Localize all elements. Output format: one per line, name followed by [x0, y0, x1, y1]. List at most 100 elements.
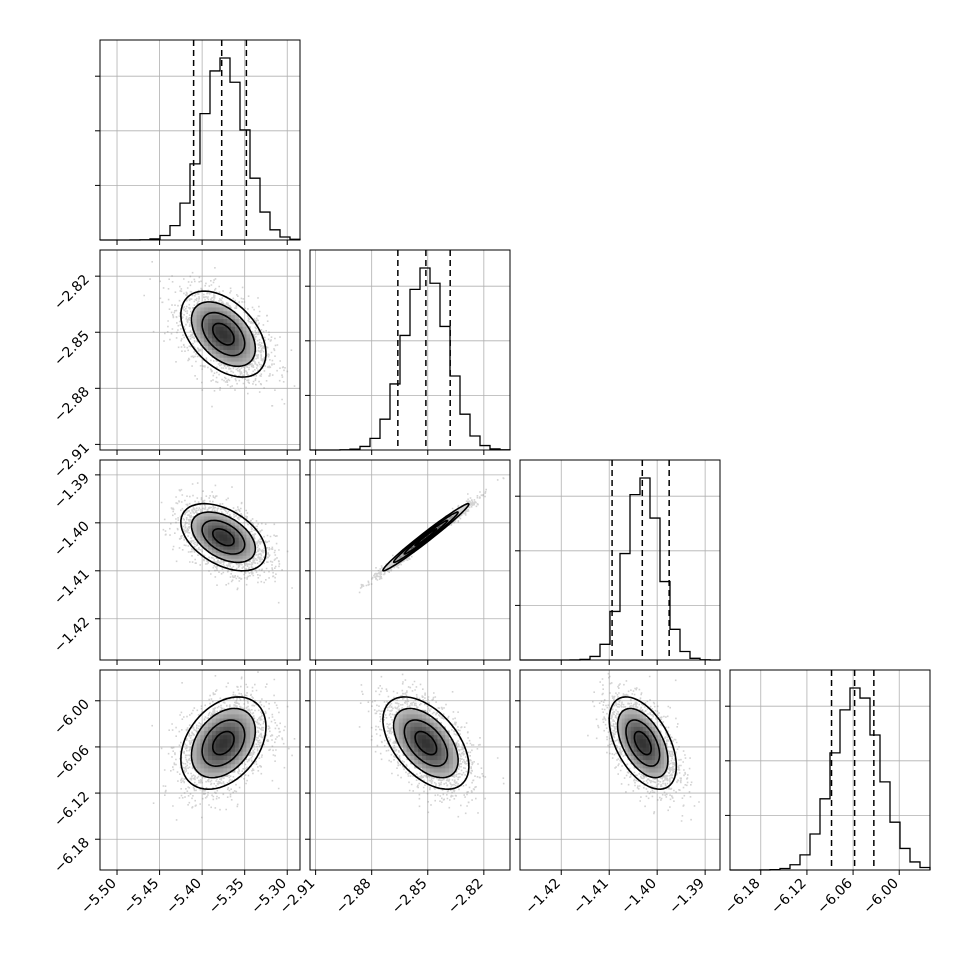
density-layer [358, 670, 505, 818]
density-cell [449, 763, 454, 769]
density-cell [192, 519, 197, 523]
density-cell [204, 307, 209, 312]
density-cell [208, 314, 213, 320]
density-cell [219, 357, 224, 362]
density-cell [234, 555, 240, 559]
density-cell [648, 759, 653, 765]
density-cell [246, 337, 251, 343]
density-cell [219, 310, 224, 316]
density-cell [238, 353, 243, 358]
density-cell [219, 337, 224, 343]
density-cell [648, 738, 653, 744]
density-cell [200, 330, 205, 335]
density-cell [657, 743, 662, 748]
density-cell [223, 738, 228, 744]
density-cell [246, 747, 251, 752]
density-cell [223, 743, 228, 748]
density-cell [250, 549, 255, 553]
density-cell [663, 747, 668, 752]
density-cell [204, 540, 209, 544]
density-cell [639, 751, 644, 756]
density-cell [657, 759, 662, 765]
density-cell [651, 751, 656, 756]
y-tick-label: −1.40 [51, 518, 93, 560]
density-cell [227, 540, 232, 544]
density-cell [630, 714, 635, 719]
density-cell [422, 722, 427, 727]
density-cell [250, 734, 255, 740]
density-cell [196, 519, 201, 523]
density-cell [242, 334, 247, 339]
density-cell [642, 759, 647, 765]
density-cell [422, 537, 427, 541]
density-cell [429, 747, 435, 752]
density-cell [219, 759, 224, 765]
density-cell [231, 361, 236, 366]
density-cell [211, 349, 217, 354]
density-cell [660, 738, 665, 744]
density-cell [227, 519, 232, 523]
density-cell [219, 353, 224, 358]
density-cell [204, 531, 209, 535]
density-cell [425, 726, 431, 732]
density-cell [211, 334, 217, 339]
density-cell [633, 726, 638, 732]
density-cell [192, 755, 197, 761]
density-cell [246, 349, 251, 354]
density-cell [627, 718, 632, 723]
density-cell [246, 546, 251, 550]
contour-line [180, 696, 267, 791]
density-cell [234, 537, 240, 541]
panel-frame [729, 669, 931, 871]
density-cell [204, 755, 209, 761]
density-cell [204, 534, 209, 538]
density-cell [208, 759, 213, 765]
density-cell [410, 726, 415, 732]
density-cell [636, 759, 641, 765]
density-cell [219, 747, 224, 752]
density-cell [394, 718, 400, 723]
density-cell [211, 353, 217, 358]
density-cell [645, 772, 650, 777]
density-cell [414, 709, 419, 715]
density-cell [246, 537, 251, 541]
density-cell [234, 722, 240, 727]
density-cell [398, 730, 404, 736]
density-cell [414, 714, 419, 719]
density-cell [238, 734, 243, 740]
density-cell [234, 361, 240, 366]
y-tick-label: −1.41 [51, 566, 93, 608]
density-cell [663, 751, 668, 756]
density-cell [441, 763, 446, 769]
density-cell [196, 516, 201, 520]
density-cell [238, 751, 243, 756]
density-cell [211, 303, 217, 308]
density-cell [234, 330, 240, 335]
density-cell [246, 345, 251, 350]
density-cell [204, 726, 209, 732]
density-cell [425, 755, 431, 761]
histogram-bars [310, 267, 511, 451]
density-cell [215, 738, 220, 744]
density-cell [648, 722, 653, 727]
density-cell [227, 709, 232, 715]
density-cell [418, 751, 423, 756]
contour-line [190, 511, 257, 564]
density-cell [238, 525, 243, 529]
density-cell [250, 345, 255, 350]
density-cell [250, 543, 255, 547]
density-cell [437, 747, 442, 752]
density-cell [394, 730, 400, 736]
density-cell [219, 525, 224, 529]
density-cell [621, 709, 626, 715]
density-cell [663, 763, 668, 769]
density-cell [234, 345, 240, 350]
scatter-panel-1-0: −2.91 −2.88 −2.85 −2.82 [51, 249, 301, 482]
density-cell [231, 546, 236, 550]
density-cell [208, 549, 213, 553]
contour-line [180, 290, 267, 378]
density-cell [246, 722, 251, 727]
density-cell [639, 714, 644, 719]
density-cell [204, 546, 209, 550]
density-cell [238, 730, 243, 736]
